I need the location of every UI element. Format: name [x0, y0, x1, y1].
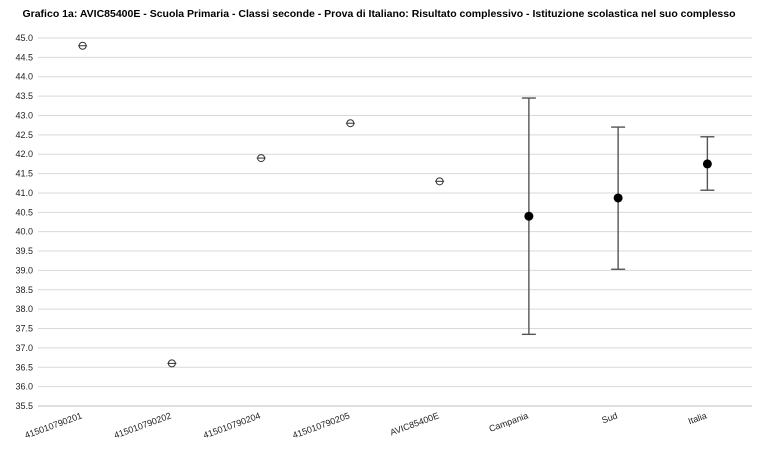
- y-tick-label: 43.5: [15, 91, 33, 101]
- x-tick-label: Sud: [600, 410, 618, 425]
- y-tick-label: 42.5: [15, 130, 33, 140]
- y-tick-label: 42.0: [15, 149, 33, 159]
- y-tick-label: 41.0: [15, 188, 33, 198]
- y-tick-label: 40.0: [15, 227, 33, 237]
- y-tick-label: 37.5: [15, 324, 33, 334]
- data-point: [702, 159, 712, 169]
- data-point: [613, 193, 623, 203]
- x-tick-label: AVIC85400E: [389, 410, 441, 437]
- y-tick-label: 37.0: [15, 343, 33, 353]
- y-tick-label: 44.5: [15, 52, 33, 62]
- data-point: [524, 211, 534, 221]
- y-tick-label: 39.0: [15, 265, 33, 275]
- y-tick-label: 38.5: [15, 285, 33, 295]
- x-tick-label: 415010790202: [113, 410, 173, 440]
- y-tick-label: 36.0: [15, 382, 33, 392]
- x-tick-label: 415010790201: [23, 410, 83, 440]
- x-tick-label: 415010790205: [291, 410, 351, 440]
- y-tick-label: 43.0: [15, 110, 33, 120]
- y-tick-label: 35.5: [15, 401, 33, 411]
- y-tick-label: 38.0: [15, 304, 33, 314]
- y-tick-label: 36.5: [15, 362, 33, 372]
- x-tick-label: Italia: [687, 410, 708, 426]
- chart-title: Grafico 1a: AVIC85400E - Scuola Primaria…: [22, 8, 736, 20]
- x-tick-label: 415010790204: [202, 410, 262, 440]
- y-tick-label: 44.0: [15, 72, 33, 82]
- y-tick-label: 45.0: [15, 33, 33, 43]
- x-tick-label: Campania: [488, 410, 530, 433]
- y-tick-label: 41.5: [15, 169, 33, 179]
- y-tick-label: 39.5: [15, 246, 33, 256]
- y-tick-label: 40.5: [15, 207, 33, 217]
